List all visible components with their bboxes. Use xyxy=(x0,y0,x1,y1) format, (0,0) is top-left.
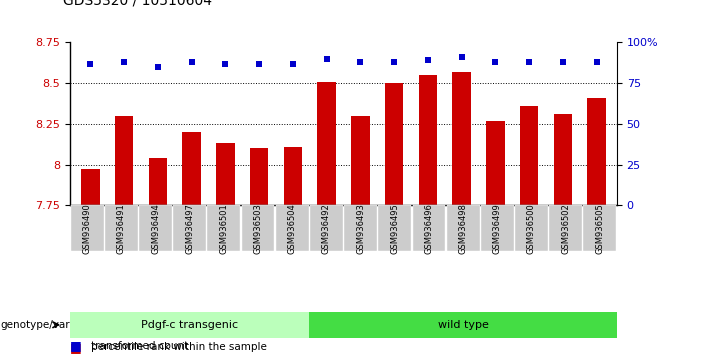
Bar xyxy=(250,148,268,205)
Text: GSM936497: GSM936497 xyxy=(185,203,194,254)
Text: GSM936490: GSM936490 xyxy=(83,203,92,254)
Bar xyxy=(216,143,235,205)
Text: genotype/variation: genotype/variation xyxy=(1,320,100,330)
Bar xyxy=(418,75,437,205)
Text: ■: ■ xyxy=(70,341,82,354)
Bar xyxy=(385,83,403,205)
Text: GSM936491: GSM936491 xyxy=(117,203,126,254)
Bar xyxy=(318,81,336,205)
Text: GSM936498: GSM936498 xyxy=(458,203,468,254)
Text: transformed count: transformed count xyxy=(91,341,189,350)
Text: GSM936505: GSM936505 xyxy=(595,203,604,254)
Bar xyxy=(351,116,369,205)
Bar xyxy=(452,72,471,205)
Text: ■: ■ xyxy=(70,339,82,352)
Text: GSM936495: GSM936495 xyxy=(390,203,400,254)
Text: GSM936499: GSM936499 xyxy=(493,203,502,254)
Text: GSM936492: GSM936492 xyxy=(322,203,331,254)
Text: wild type: wild type xyxy=(437,320,489,330)
Text: GDS5320 / 10510604: GDS5320 / 10510604 xyxy=(63,0,212,7)
Text: percentile rank within the sample: percentile rank within the sample xyxy=(91,342,267,352)
Bar xyxy=(115,116,133,205)
Bar xyxy=(284,147,302,205)
Text: GSM936500: GSM936500 xyxy=(527,203,536,254)
Text: GSM936502: GSM936502 xyxy=(561,203,570,254)
Text: GSM936503: GSM936503 xyxy=(254,203,263,254)
Text: Pdgf-c transgenic: Pdgf-c transgenic xyxy=(141,320,238,330)
Bar xyxy=(182,132,201,205)
Bar xyxy=(149,158,167,205)
Bar xyxy=(587,98,606,205)
Bar xyxy=(520,106,538,205)
Text: GSM936496: GSM936496 xyxy=(424,203,433,254)
Text: GSM936494: GSM936494 xyxy=(151,203,160,254)
Bar xyxy=(554,114,572,205)
Text: GSM936504: GSM936504 xyxy=(287,203,297,254)
Bar xyxy=(486,121,505,205)
Bar xyxy=(81,170,100,205)
Text: GSM936493: GSM936493 xyxy=(356,203,365,254)
Text: GSM936501: GSM936501 xyxy=(219,203,229,254)
